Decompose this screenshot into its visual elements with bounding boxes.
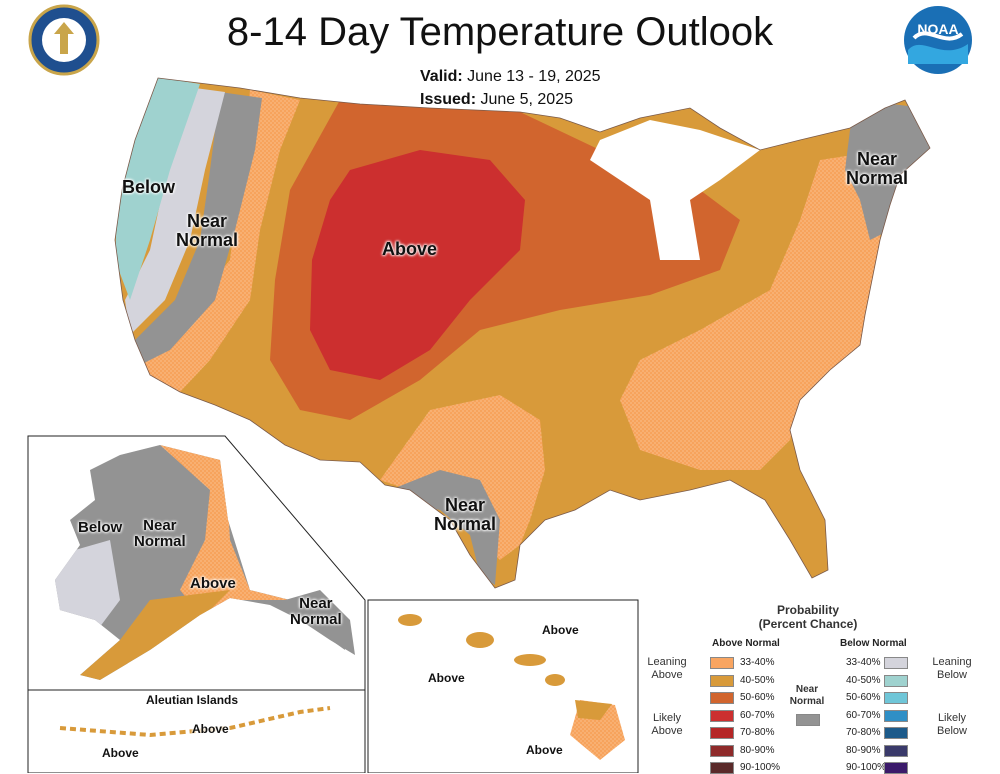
legend-above-label: 90-100% [740,762,781,773]
issued-label: Issued: [420,91,477,108]
legend-below-swatch [884,727,908,739]
commerce-seal-icon [28,4,100,76]
legend-below-swatch [884,692,908,704]
legend-above-swatch [710,674,734,687]
legend-below-swatch [884,762,908,774]
legend-above-label: 60-70% [740,709,775,721]
legend-above-swatch [710,762,734,774]
valid-line: Valid: June 13 - 19, 2025 [420,68,601,86]
legend-above-swatch [710,657,734,669]
label-hi-above-3: Above [526,743,563,757]
label-hi-above-1: Above [542,623,579,637]
legend-above-label: 33-40% [740,657,775,668]
label-ak-near: Near Normal [134,517,186,550]
legend-below-label: 60-70% [846,709,881,721]
legend-below-label: 90-100% [846,762,887,773]
label-conus-near-tx: Near Normal [434,495,497,534]
legend-below-swatch [884,674,908,687]
legend-above-swatch [710,727,734,739]
legend-above-label: 50-60% [740,692,775,703]
legend-leaning-below: Leaning Below [932,656,972,681]
label-aleutian-above-1: Above [192,722,229,736]
aleutian-title: Aleutian Islands [146,693,239,707]
legend-above-label: 40-50% [740,674,775,686]
legend-likely-above: Likely Above [651,712,683,737]
label-conus-near-ne: Near Normal [846,149,909,188]
legend-below-label: 80-90% [846,744,881,756]
label-conus-below: Below [122,177,176,197]
legend-above-header: Above Normal [712,638,780,649]
valid-label: Valid: [420,68,463,85]
legend-above-swatch [710,692,734,704]
label-ak-below: Below [78,519,123,536]
valid-value: June 13 - 19, 2025 [467,68,601,85]
legend-below-header: Below Normal [840,638,907,649]
legend-above-swatch [710,709,734,722]
label-conus-near-west: Near Normal [176,211,239,250]
label-hi-above-2: Above [428,671,465,685]
label-ak-above: Above [190,575,236,592]
legend-near-header: Near Normal [789,684,825,707]
legend-below-label: 33-40% [846,657,881,668]
label-ak-near-se: Near Normal [290,595,342,628]
legend-below-swatch [884,709,908,722]
noaa-logo-icon: NOAA [904,6,972,74]
legend-leaning-above: Leaning Above [647,656,687,681]
legend-below-label: 50-60% [846,692,881,703]
legend-below-swatch [884,744,908,757]
legend-below-label: 70-80% [846,727,881,738]
page-title: 8-14 Day Temperature Outlook [226,10,774,54]
legend-title: Probability (Percent Chance) [758,603,858,631]
issued-line: Issued: June 5, 2025 [420,91,573,109]
legend-below-label: 40-50% [846,674,881,686]
legend-below-swatch [884,657,908,669]
label-aleutian-above-2: Above [102,746,139,760]
legend-above-label: 80-90% [740,744,775,756]
issued-value: June 5, 2025 [480,91,573,108]
label-conus-above: Above [382,239,438,259]
legend-likely-below: Likely Below [937,712,967,737]
legend-above-swatch [710,744,734,757]
legend-near-swatch [796,714,820,726]
legend-above-label: 70-80% [740,727,775,738]
noaa-logo-text: NOAA [917,21,958,37]
